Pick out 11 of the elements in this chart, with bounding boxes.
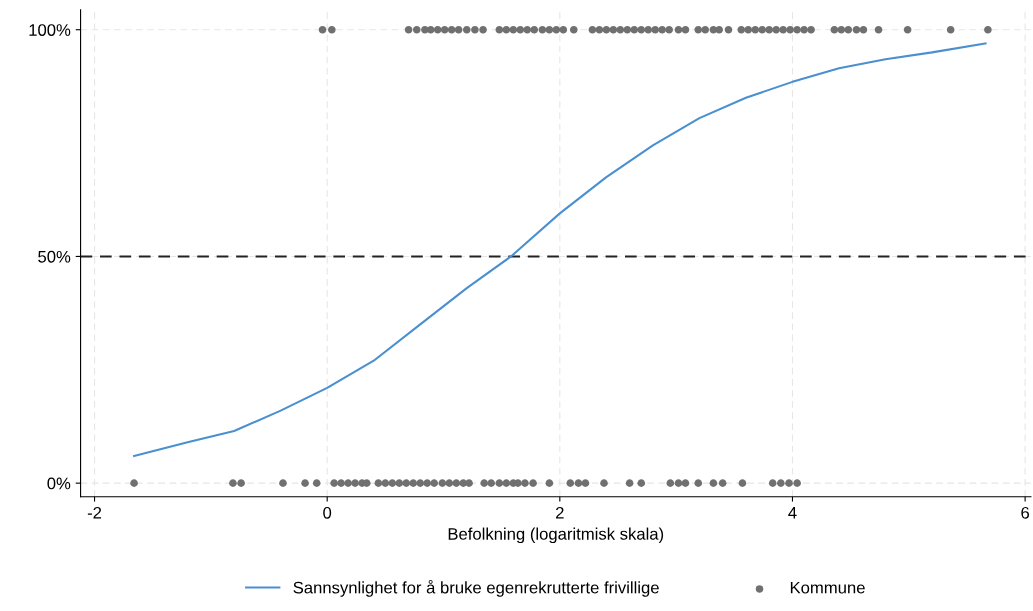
y-tick-label: 0% [47, 477, 71, 490]
legend-label: Kommune [790, 581, 865, 594]
x-tick-label: 0 [323, 506, 332, 519]
x-tick-label: -2 [87, 506, 102, 519]
y-tick-label: 50% [38, 250, 71, 263]
x-tick-label: 2 [556, 506, 564, 519]
x-axis-title: Befolkning (logaritmisk skala) [448, 527, 664, 544]
x-tick-label: 6 [1021, 506, 1030, 519]
y-tick-label: 100% [29, 24, 71, 36]
legend-label: Sannsynlighet for å bruke egenrekrutterte frivillige [293, 579, 659, 597]
x-tick-label: 4 [788, 507, 797, 519]
